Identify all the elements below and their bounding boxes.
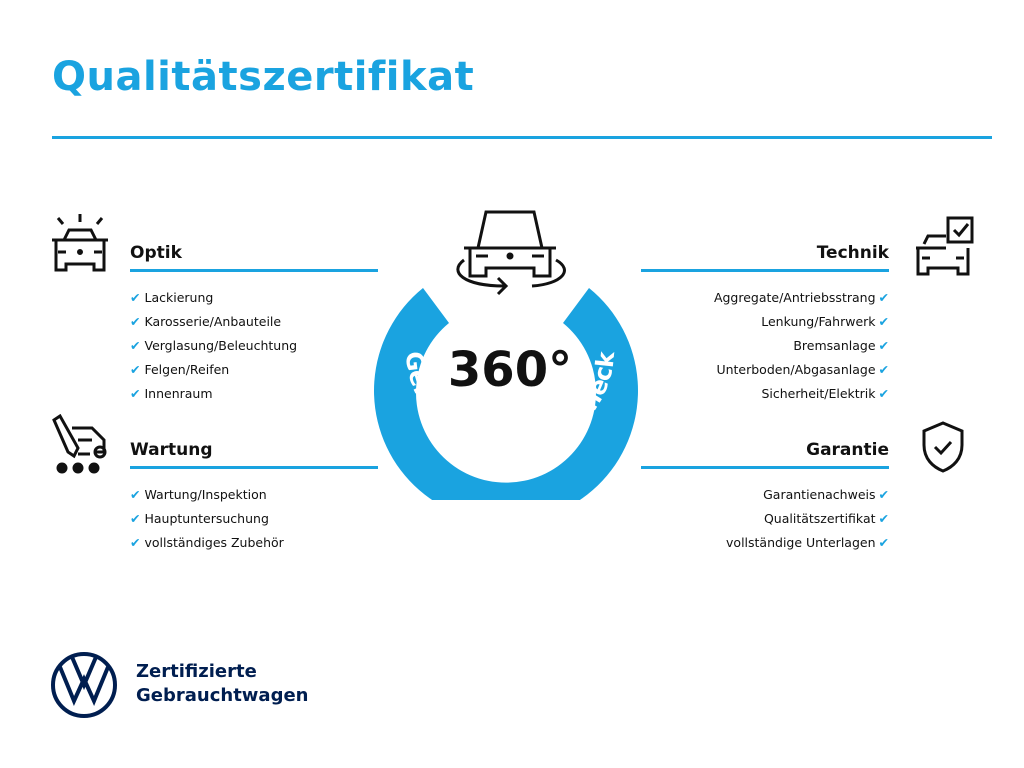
footer-line-1: Zertifizierte	[136, 661, 257, 682]
list-item: vollständige Unterlagen ✔	[726, 535, 889, 550]
list-item: ✔ Wartung/Inspektion	[130, 487, 267, 502]
section-heading: Technik	[641, 243, 889, 272]
car-lights-icon	[52, 214, 108, 272]
list-item: ✔ Hauptuntersuchung	[130, 511, 269, 526]
check-icon: ✔	[130, 511, 141, 526]
list-item: Garantienachweis ✔	[763, 487, 889, 502]
shield-check-icon	[922, 421, 964, 473]
check-icon: ✔	[878, 338, 889, 353]
list-item: Unterboden/Abgasanlage ✔	[716, 362, 889, 377]
section-wartung: Wartung ✔ Wartung/Inspektion ✔ Hauptunters…	[130, 440, 378, 555]
vw-logo	[51, 652, 117, 718]
check-icon: ✔	[878, 487, 889, 502]
check-icon: ✔	[130, 338, 141, 353]
list-item: ✔ Felgen/Reifen	[130, 362, 230, 377]
footer-line-2: Gebrauchtwagen	[136, 685, 309, 706]
list-item: ✔ Lackierung	[130, 290, 214, 305]
360-label: 360°	[448, 342, 572, 398]
check-icon: ✔	[130, 487, 141, 502]
list-item: Sicherheit/Elektrik ✔	[761, 386, 889, 401]
check-icon: ✔	[130, 535, 141, 550]
list-item: ✔ Karosserie/Anbauteile	[130, 314, 282, 329]
list-item: Lenkung/Fahrwerk ✔	[761, 314, 889, 329]
section-heading: Garantie	[641, 440, 889, 469]
list-item: Aggregate/Antriebsstrang ✔	[713, 290, 889, 305]
list-item: ✔ vollständiges Zubehör	[130, 535, 284, 550]
check-icon: ✔	[130, 314, 141, 329]
check-icon: ✔	[130, 386, 141, 401]
check-icon: ✔	[130, 290, 141, 305]
check-icon: ✔	[878, 535, 889, 550]
list-item: Bremsanlage ✔	[793, 338, 889, 353]
check-icon: ✔	[878, 511, 889, 526]
section-optik: Optik ✔ Lackierung ✔ Karosserie/Anbauteile…	[130, 243, 378, 406]
footer-brand-text: Zertifizierte Gebrauchtwagen	[136, 660, 308, 708]
check-icon: ✔	[878, 386, 889, 401]
check-icon: ✔	[130, 362, 141, 377]
check-icon: ✔	[878, 362, 889, 377]
car-checklist-icon	[916, 216, 974, 276]
section-heading: Wartung	[130, 440, 378, 469]
list-item: ✔ Verglasung/Beleuchtung	[130, 338, 298, 353]
section-heading: Optik	[130, 243, 378, 272]
service-tools-icon	[52, 414, 107, 474]
360-check-badge: 360° Gebrauchtwagen-Check	[374, 210, 638, 500]
rotating-car-icon	[456, 210, 566, 296]
list-item: ✔ Innenraum	[130, 386, 213, 401]
section-garantie: Garantie Garantienachweis ✔ Qualitätszert…	[641, 440, 889, 555]
section-technik: Technik Aggregate/Antriebsstrang ✔ Lenkun…	[641, 243, 889, 406]
title-divider	[52, 136, 992, 139]
check-icon: ✔	[878, 290, 889, 305]
list-item: Qualitätszertifikat ✔	[763, 511, 889, 526]
page-title: Qualitätszertifikat	[52, 54, 475, 100]
check-icon: ✔	[878, 314, 889, 329]
